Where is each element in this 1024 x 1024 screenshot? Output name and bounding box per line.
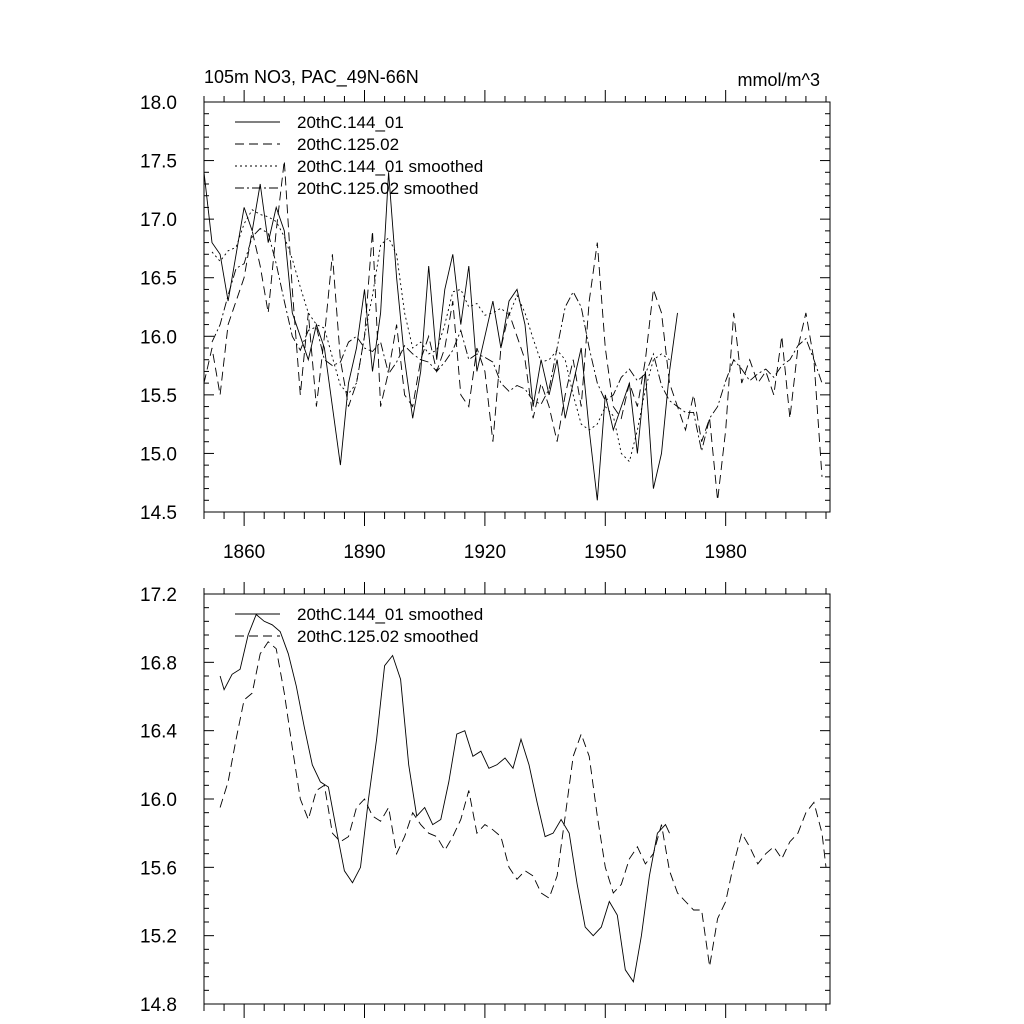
x-tick-label: 1920 <box>464 542 506 563</box>
legend-label-3: 20thC.144_01 smoothed <box>297 157 483 176</box>
legend-label-2: 20thC.125.02 smoothed <box>297 627 478 646</box>
series-line-2 <box>203 160 823 501</box>
y-tick-label: 16.0 <box>140 327 177 348</box>
legend-label-1: 20thC.144_01 smoothed <box>297 605 483 624</box>
y-tick-label: 18.0 <box>140 93 177 114</box>
x-tick-label: 1890 <box>343 542 385 563</box>
y-tick-label: 16.0 <box>140 790 177 811</box>
y-tick-label: 16.8 <box>140 653 177 674</box>
x-tick-label: 1980 <box>705 542 747 563</box>
y-tick-label: 15.0 <box>140 444 177 465</box>
y-tick-label: 16.4 <box>140 722 177 743</box>
legend-label-4: 20thC.125.02 smoothed <box>297 179 478 198</box>
series-line-1 <box>219 613 670 983</box>
plot-frame <box>203 593 831 1005</box>
y-tick-label: 17.5 <box>140 152 177 173</box>
y-tick-label: 15.6 <box>140 858 177 879</box>
y-tick-label: 14.5 <box>140 503 177 524</box>
plot-frame <box>203 101 831 513</box>
y-tick-label: 17.2 <box>140 585 177 606</box>
bottom-chart-axes: 14.8 15.2 15.6 16.0 16.4 16.8 17.2 <box>140 582 831 1018</box>
bottom-chart-series <box>219 613 827 983</box>
chart-title: 105m NO3, PAC_49N-66N <box>204 67 419 88</box>
top-chart-series <box>203 160 823 501</box>
y-tick-label: 16.5 <box>140 269 177 290</box>
legend-label-2: 20thC.125.02 <box>297 135 399 154</box>
series-line-1 <box>203 172 678 501</box>
series-line-4 <box>211 227 823 452</box>
y-tick-label: 14.8 <box>140 995 177 1016</box>
top-chart-legend: 20thC.144_01 20thC.125.02 20thC.144_01 smo… <box>235 113 483 198</box>
top-chart-axes: 14.5 15.0 15.5 16.0 16.5 17.0 17.5 18.0 1860 1890… <box>140 90 831 563</box>
units-label: mmol/m^3 <box>738 70 820 90</box>
bottom-chart-panel: 14.8 15.2 15.6 16.0 16.4 16.8 17.2 20thC.144_0… <box>140 582 831 1018</box>
top-chart-panel: 105m NO3, PAC_49N-66N mmol/m^3 14.515.01… <box>140 67 831 563</box>
bottom-chart-legend: 20thC.144_01 smoothed 20thC.125.02 smooth… <box>235 605 483 646</box>
legend-label-1: 20thC.144_01 <box>297 113 404 132</box>
x-tick-label: 1860 <box>223 542 265 563</box>
y-tick-label: 15.2 <box>140 927 177 948</box>
y-tick-label: 15.5 <box>140 386 177 407</box>
series-line-3 <box>211 209 670 463</box>
y-tick-label: 17.0 <box>140 210 177 231</box>
series-line-2 <box>219 641 827 967</box>
x-tick-label: 1950 <box>584 542 626 563</box>
